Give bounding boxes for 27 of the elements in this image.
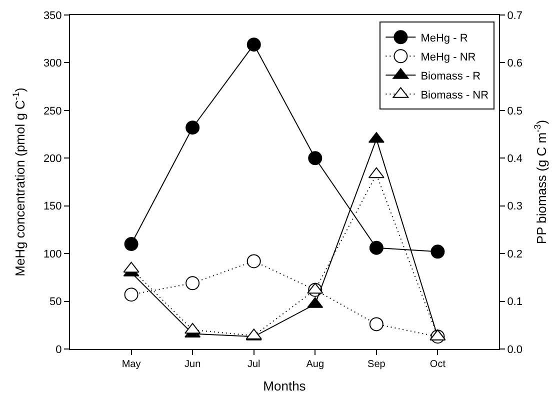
y-tick-label: 0 [56, 344, 62, 356]
y-tick-label: 250 [43, 105, 62, 118]
y2-tick-label: 0.5 [507, 105, 522, 118]
legend-label: MeHg - NR [420, 51, 476, 64]
legend-label: Biomass - R [420, 70, 481, 82]
y-tick-label: 300 [43, 58, 62, 70]
x-tick-label: Aug [306, 359, 324, 370]
x-tick-label: May [122, 359, 141, 370]
y2-tick-label: 0.2 [507, 248, 522, 260]
y2-tick-label: 0.4 [507, 152, 522, 165]
y2-tick-label: 0.7 [507, 10, 522, 22]
legend-label: MeHg - R [420, 32, 468, 44]
y-tick-label: 100 [43, 248, 62, 260]
y-tick-label: 350 [43, 10, 62, 22]
y-tick-label: 200 [43, 152, 62, 165]
x-tick-label: Sep [368, 359, 386, 370]
y2-tick-label: 0.3 [507, 200, 522, 213]
y2-tick-label: 0.1 [507, 296, 522, 308]
y2-tick-label: 0.6 [507, 58, 522, 70]
x-tick-label: Oct [430, 359, 446, 370]
x-tick-label: Jul [247, 359, 260, 370]
x-tick-label: Jun [184, 359, 201, 370]
y-tick-label: 50 [50, 296, 62, 308]
legend-label: Biomass - NR [420, 89, 489, 102]
x-axis-title: Months [263, 378, 306, 394]
y2-tick-label: 0.0 [507, 344, 522, 356]
y-tick-label: 150 [43, 200, 62, 213]
